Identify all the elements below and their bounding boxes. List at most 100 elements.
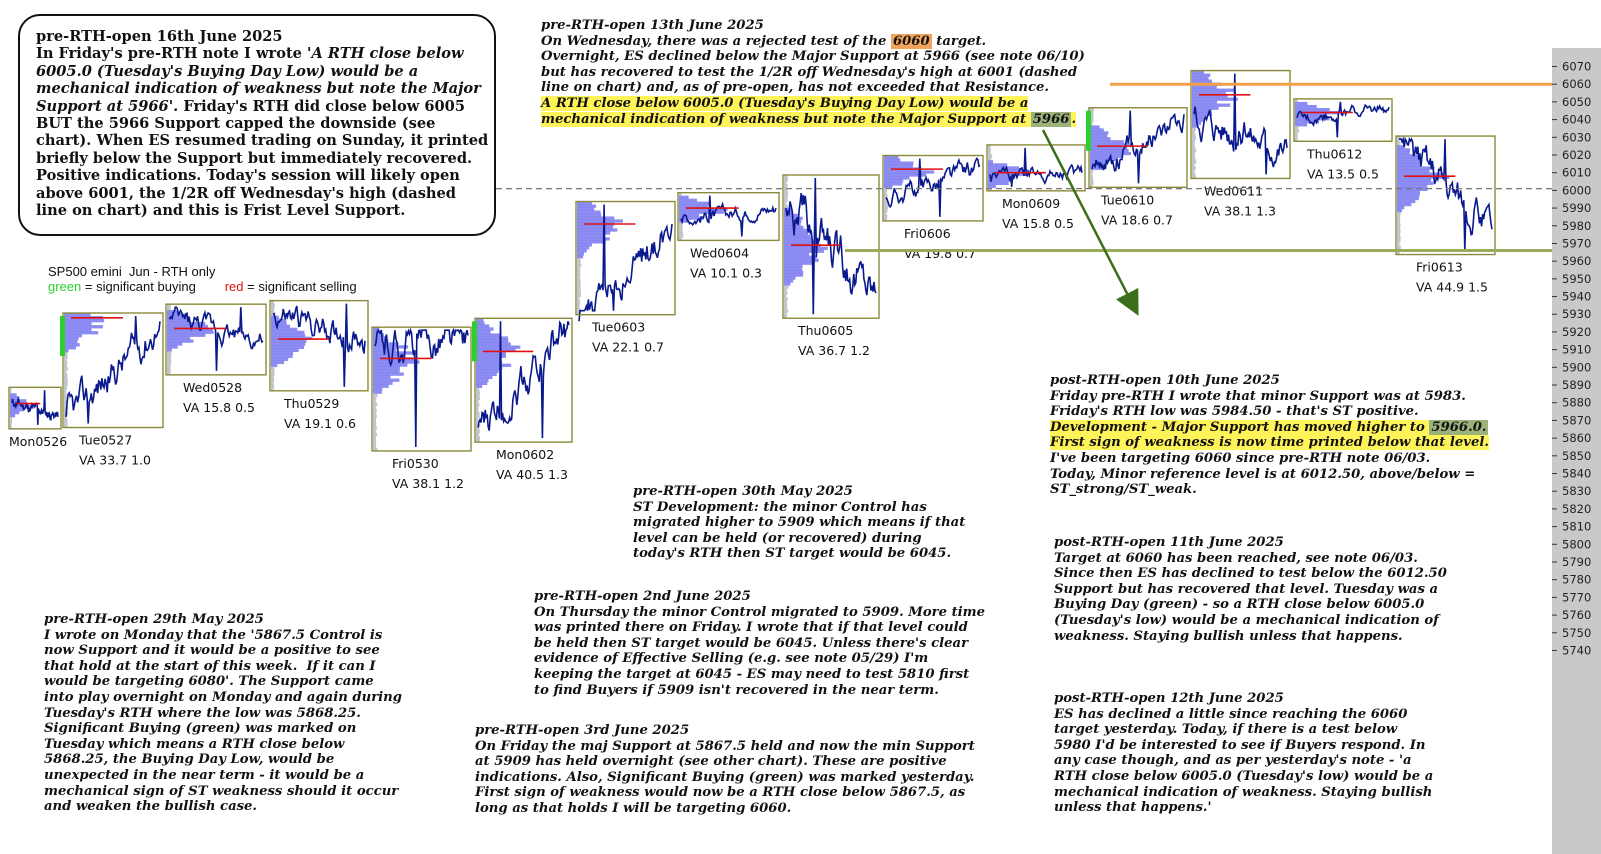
y-tick-label: 5990	[1562, 201, 1591, 215]
volume-profile-bar	[373, 333, 384, 337]
volume-profile-bar	[784, 297, 788, 301]
volume-profile-bar	[679, 204, 708, 208]
volume-profile-bar	[1192, 88, 1235, 92]
volume-profile-bar	[10, 390, 12, 394]
volume-profile-bar	[784, 228, 811, 232]
volume-profile-bar	[884, 176, 910, 180]
y-tick-label: 5870	[1562, 413, 1591, 427]
volume-profile-bar	[884, 217, 887, 222]
volume-profile-bar	[167, 360, 172, 364]
volume-profile-bar	[271, 357, 289, 362]
volume-profile-bar	[784, 189, 788, 194]
volume-profile-bar	[1397, 178, 1432, 182]
session-va-label: VA 18.6 0.7	[1101, 212, 1173, 227]
volume-profile-bar	[1192, 103, 1231, 107]
volume-profile-bar	[577, 264, 582, 268]
volume-profile-bar	[271, 348, 299, 353]
volume-profile-bar	[1192, 97, 1238, 101]
volume-profile-bar	[1192, 130, 1195, 134]
session-va-label: VA 15.8 0.5	[183, 400, 255, 415]
volume-profile-bar	[476, 357, 502, 361]
volume-profile-bar	[577, 275, 581, 280]
volume-profile-bar	[271, 324, 291, 328]
volume-profile-bar	[1192, 172, 1196, 176]
volume-profile-bar	[784, 294, 787, 298]
note-30-may: pre-RTH-open 30th May 2025 ST Developmen…	[633, 484, 966, 562]
volume-profile-bar	[679, 228, 683, 232]
volume-profile-bar	[1397, 193, 1420, 198]
volume-profile-bar	[577, 231, 611, 235]
volume-profile-bar	[884, 161, 914, 165]
legend-red-word: red	[224, 279, 244, 294]
price-line	[1091, 110, 1185, 184]
volume-profile-bar	[64, 337, 79, 341]
session-day-label: Wed0528	[183, 380, 242, 395]
volume-profile-bar	[1192, 139, 1195, 143]
volume-profile-bar	[1090, 175, 1093, 179]
volume-profile-bar	[167, 333, 206, 337]
y-tick-label: 5830	[1562, 484, 1591, 498]
volume-profile-bar	[271, 387, 274, 392]
price-line	[680, 195, 777, 237]
volume-profile-bar	[64, 370, 67, 374]
volume-profile-bar	[167, 324, 208, 329]
volume-profile-bar	[1295, 114, 1327, 118]
volume-profile-bar	[1192, 70, 1205, 74]
volume-profile-bar	[884, 211, 887, 216]
volume-profile-bar	[679, 213, 700, 217]
volume-profile-bar	[476, 439, 480, 443]
volume-profile-bar	[1397, 148, 1411, 152]
volume-profile-bar	[1295, 98, 1298, 103]
y-axis-panel	[1552, 48, 1601, 854]
volume-profile-bar	[1295, 126, 1299, 130]
volume-profile-bar	[271, 327, 298, 331]
volume-profile-bar	[1090, 122, 1093, 126]
legend-red-text: = significant selling	[243, 279, 357, 294]
volume-profile-bar	[577, 249, 587, 253]
volume-profile-bar	[64, 352, 68, 356]
volume-profile-bar	[373, 345, 409, 349]
volume-profile-bar	[1397, 190, 1421, 195]
volume-profile-bar	[1295, 104, 1317, 109]
volume-profile-bar	[988, 163, 1008, 167]
session-box	[1293, 98, 1393, 142]
volume-profile-bar	[476, 436, 481, 440]
volume-profile-bar	[476, 390, 480, 395]
volume-profile-bar	[1192, 76, 1209, 80]
volume-profile-bar	[577, 278, 581, 283]
volume-profile-bar	[1090, 143, 1131, 147]
volume-profile-bar	[988, 178, 1011, 182]
volume-profile-bar	[373, 327, 380, 331]
price-line	[1193, 73, 1288, 175]
volume-profile-bar	[1090, 166, 1101, 170]
volume-profile-bar	[884, 158, 901, 162]
volume-profile-bar	[271, 318, 287, 322]
session-day-label: Tue0603	[591, 320, 645, 335]
volume-profile-bar	[1090, 184, 1093, 188]
volume-profile-bar	[1397, 224, 1401, 228]
volume-profile-bar	[1397, 208, 1402, 213]
volume-profile-bar	[577, 287, 581, 292]
session-day-label: Mon0609	[1002, 196, 1060, 211]
volume-profile-bar	[167, 318, 191, 323]
volume-profile-bar	[271, 333, 306, 337]
volume-profile-bar	[373, 414, 377, 419]
volume-profile-bar	[64, 400, 67, 404]
volume-profile-bar	[1295, 129, 1300, 133]
volume-profile-bar	[476, 375, 493, 380]
volume-profile-bar	[1192, 73, 1211, 77]
volume-profile-bar	[577, 237, 610, 241]
price-line	[885, 157, 981, 217]
volume-profile-bar	[1397, 212, 1401, 216]
volume-profile-bar	[476, 387, 480, 392]
volume-profile-bar	[1090, 125, 1100, 129]
volume-profile-bar	[476, 363, 512, 367]
volume-profile-bar	[10, 419, 12, 424]
y-tick-label: 6040	[1562, 113, 1591, 127]
volume-profile-bar	[1397, 151, 1410, 155]
volume-profile-bar	[271, 363, 278, 368]
volume-profile-bar	[1090, 146, 1128, 150]
volume-profile-bar	[1090, 148, 1129, 153]
session-day-label: Tue0527	[78, 433, 132, 448]
volume-profile-bar	[784, 303, 788, 307]
